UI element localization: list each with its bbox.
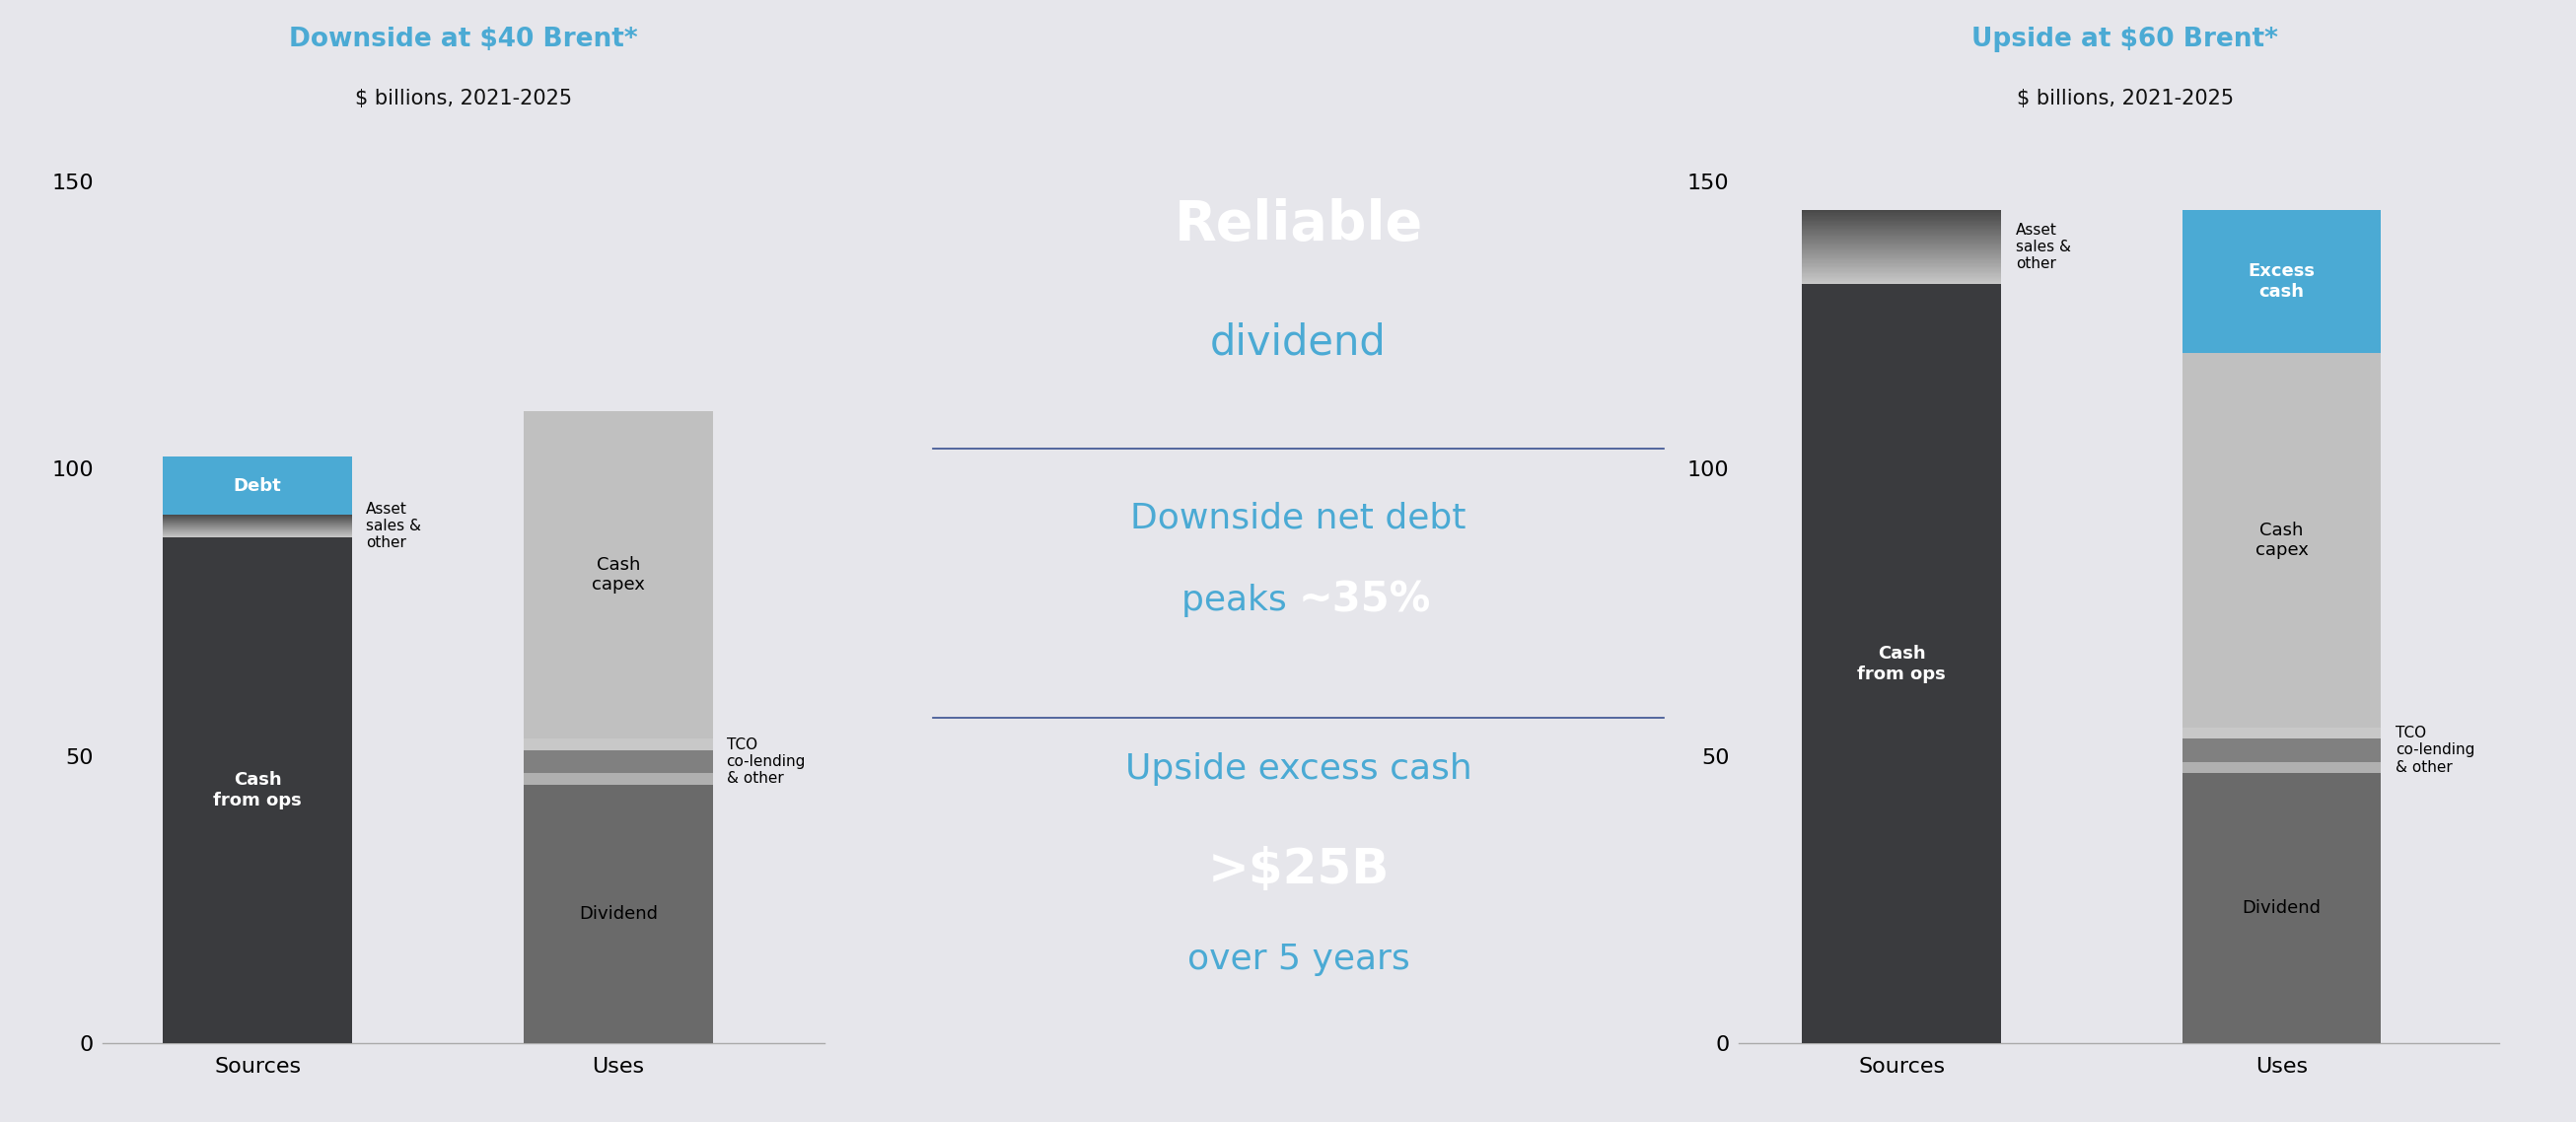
Bar [1803,257,2002,258]
Bar [1803,245,2002,246]
Bar [1803,266,2002,267]
Bar [1803,248,2002,249]
Bar [2182,773,2380,1043]
Bar [523,738,714,751]
Text: peaks: peaks [1182,583,1298,617]
Bar [1803,236,2002,237]
Bar [1803,247,2002,248]
Bar [1803,214,2002,215]
Bar [1803,249,2002,251]
Text: Downside at $40 Brent*: Downside at $40 Brent* [289,27,639,52]
Bar [1803,283,2002,285]
Bar [523,773,714,784]
Bar [1803,242,2002,243]
Bar [2182,738,2380,762]
Bar [2182,210,2380,353]
Bar [1803,276,2002,277]
Text: >$25B: >$25B [1208,846,1388,893]
Bar [1803,222,2002,223]
Bar [1803,268,2002,269]
Bar [1803,238,2002,240]
Bar [1803,279,2002,280]
Bar [1803,265,2002,266]
Bar [1803,224,2002,226]
Bar [1803,227,2002,229]
Text: dividend: dividend [1211,322,1386,362]
Bar [1803,264,2002,265]
Bar [1803,272,2002,274]
Bar [1803,277,2002,278]
Text: Asset
sales &
other: Asset sales & other [366,502,420,551]
Text: Upside at $60 Brent*: Upside at $60 Brent* [1971,27,2280,52]
Bar [523,784,714,1043]
Text: Dividend: Dividend [2241,900,2321,917]
Bar [1803,275,2002,276]
Bar [1803,210,2002,211]
Bar [1803,223,2002,224]
Bar [1803,282,2002,283]
Bar [523,751,714,773]
Bar [1803,258,2002,259]
Bar [1803,233,2002,234]
Text: Upside excess cash: Upside excess cash [1126,752,1471,785]
Bar [1803,221,2002,222]
Bar [1803,240,2002,241]
Text: TCO
co-lending
& other: TCO co-lending & other [2396,726,2476,775]
Bar [1803,252,2002,254]
Bar [162,457,353,514]
Bar [1803,211,2002,212]
Text: $ billions, 2021-2025: $ billions, 2021-2025 [2017,89,2233,109]
Bar [162,537,353,1043]
Text: Asset
sales &
other: Asset sales & other [2014,222,2071,272]
Text: Reliable: Reliable [1175,197,1422,251]
Bar [1803,267,2002,268]
Bar [1803,215,2002,218]
Bar [1803,260,2002,263]
Bar [2182,727,2380,738]
Bar [2182,353,2380,727]
Text: Cash
capex: Cash capex [2254,522,2308,560]
Bar [1803,220,2002,221]
Bar [1803,280,2002,282]
Bar [1803,278,2002,279]
Text: ~35%: ~35% [1298,580,1430,620]
Text: TCO
co-lending
& other: TCO co-lending & other [726,737,806,787]
Bar [1803,270,2002,272]
Bar [523,411,714,738]
Bar [1803,251,2002,252]
Text: over 5 years: over 5 years [1188,942,1409,976]
Bar [1803,226,2002,227]
Bar [1803,255,2002,256]
Text: $ billions, 2021-2025: $ billions, 2021-2025 [355,89,572,109]
Bar [1803,243,2002,245]
Bar [1803,246,2002,247]
Bar [1803,269,2002,270]
Bar [1803,213,2002,214]
Text: Excess
cash: Excess cash [2249,263,2316,301]
Bar [1803,219,2002,220]
Bar [1803,234,2002,236]
Text: Cash
from ops: Cash from ops [1857,645,1945,683]
Bar [1803,237,2002,238]
Bar [1803,229,2002,230]
Bar [1803,263,2002,264]
Bar [1803,274,2002,275]
Bar [1803,230,2002,231]
Bar [1803,259,2002,260]
Bar [1803,256,2002,257]
Text: Debt: Debt [234,477,281,495]
Text: Dividend: Dividend [580,905,657,923]
Text: Downside net debt: Downside net debt [1131,502,1466,535]
Bar [1803,212,2002,213]
Bar [1803,218,2002,219]
Text: Cash
capex: Cash capex [592,555,644,594]
Bar [1803,254,2002,255]
Text: Cash
from ops: Cash from ops [214,771,301,810]
Bar [1803,232,2002,233]
Bar [1803,285,2002,1043]
Bar [1803,231,2002,232]
Bar [2182,762,2380,773]
Bar [1803,241,2002,242]
